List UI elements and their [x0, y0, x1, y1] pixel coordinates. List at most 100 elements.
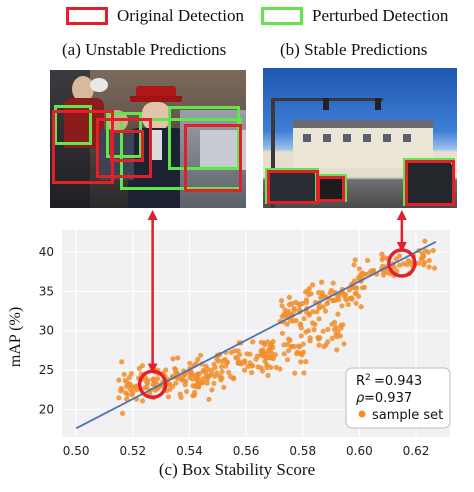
photo-stable	[263, 68, 457, 208]
data-point	[270, 344, 276, 351]
data-point	[268, 364, 274, 370]
data-point	[324, 300, 330, 306]
data-point	[286, 294, 292, 300]
data-point	[426, 264, 432, 270]
data-point	[214, 356, 220, 362]
data-point	[238, 361, 244, 367]
data-point	[333, 324, 339, 330]
data-point	[170, 356, 176, 362]
legend-perturbed: Perturbed Detection	[261, 6, 448, 26]
data-point	[365, 257, 371, 263]
data-point	[319, 290, 325, 296]
x-tick-label: 0.52	[119, 444, 146, 458]
data-point	[349, 296, 355, 302]
data-point	[381, 272, 387, 278]
chart-caption: (c) Box Stability Score	[158, 460, 316, 479]
data-point	[356, 266, 362, 272]
x-tick-label: 0.50	[63, 444, 90, 458]
data-point	[325, 326, 331, 332]
data-point	[250, 339, 256, 345]
data-point	[310, 282, 316, 288]
data-point	[422, 238, 428, 244]
data-point	[279, 314, 285, 320]
perturbed-box	[106, 112, 142, 158]
data-point	[315, 335, 321, 341]
data-point	[282, 307, 288, 313]
rho-value: =0.937	[364, 391, 412, 406]
data-point	[230, 376, 236, 382]
x-tick-label: 0.56	[233, 444, 260, 458]
data-point	[303, 329, 309, 335]
y-tick-label: 30	[39, 324, 54, 338]
data-point	[318, 294, 324, 301]
data-point	[163, 367, 169, 373]
data-point	[219, 375, 225, 381]
data-point	[422, 248, 428, 254]
data-point	[421, 262, 427, 268]
data-point	[281, 351, 287, 357]
data-point	[222, 357, 228, 363]
data-point	[320, 304, 326, 310]
x-tick-label: 0.54	[176, 444, 203, 458]
data-point	[206, 396, 212, 402]
data-point	[284, 357, 291, 363]
data-point	[301, 316, 307, 322]
data-point	[321, 344, 327, 350]
original-box	[110, 130, 144, 162]
data-point	[173, 380, 179, 386]
data-point	[116, 377, 122, 383]
arrow-tail-head	[396, 210, 407, 220]
data-point	[144, 379, 150, 385]
data-point	[391, 264, 397, 270]
legend-original: Original Detection	[66, 6, 244, 26]
data-point	[241, 367, 248, 373]
data-point	[397, 262, 403, 268]
data-point	[404, 262, 410, 268]
data-point	[325, 339, 331, 345]
data-point	[298, 359, 304, 365]
data-point	[198, 352, 204, 358]
data-point	[360, 271, 367, 277]
data-point	[195, 356, 201, 363]
data-point	[272, 352, 278, 358]
data-point	[116, 395, 122, 401]
data-point	[200, 380, 206, 386]
original-box	[405, 160, 455, 206]
data-point	[204, 380, 210, 386]
data-point	[187, 360, 193, 366]
data-point	[339, 303, 345, 309]
x-tick-label: 0.60	[346, 444, 373, 458]
legend-marker	[358, 410, 366, 418]
data-point	[127, 381, 133, 387]
data-point	[341, 341, 347, 347]
data-point	[235, 356, 241, 362]
data-point	[329, 321, 335, 327]
data-point	[247, 351, 253, 357]
data-point	[277, 366, 283, 372]
data-point	[262, 342, 268, 348]
data-point	[211, 380, 217, 386]
detection-legend: Original Detection Perturbed Detection	[0, 6, 474, 30]
data-point	[322, 308, 329, 314]
data-point	[311, 327, 317, 333]
data-point	[119, 386, 125, 392]
data-point	[139, 363, 145, 369]
data-point	[192, 382, 199, 389]
data-point	[316, 316, 322, 322]
data-point	[306, 312, 312, 318]
data-point	[335, 311, 341, 317]
data-point	[223, 363, 229, 369]
panel-b-title: (b) Stable Predictions	[280, 40, 428, 59]
regression-line	[75, 241, 437, 430]
data-point	[314, 309, 320, 315]
data-point	[200, 367, 206, 374]
data-point	[172, 366, 178, 372]
data-point	[128, 370, 134, 377]
data-point	[305, 288, 311, 294]
data-point	[352, 257, 358, 263]
data-point	[316, 342, 322, 348]
data-point	[416, 260, 422, 266]
data-point	[150, 381, 156, 388]
data-point	[366, 270, 372, 276]
data-point	[265, 372, 271, 379]
